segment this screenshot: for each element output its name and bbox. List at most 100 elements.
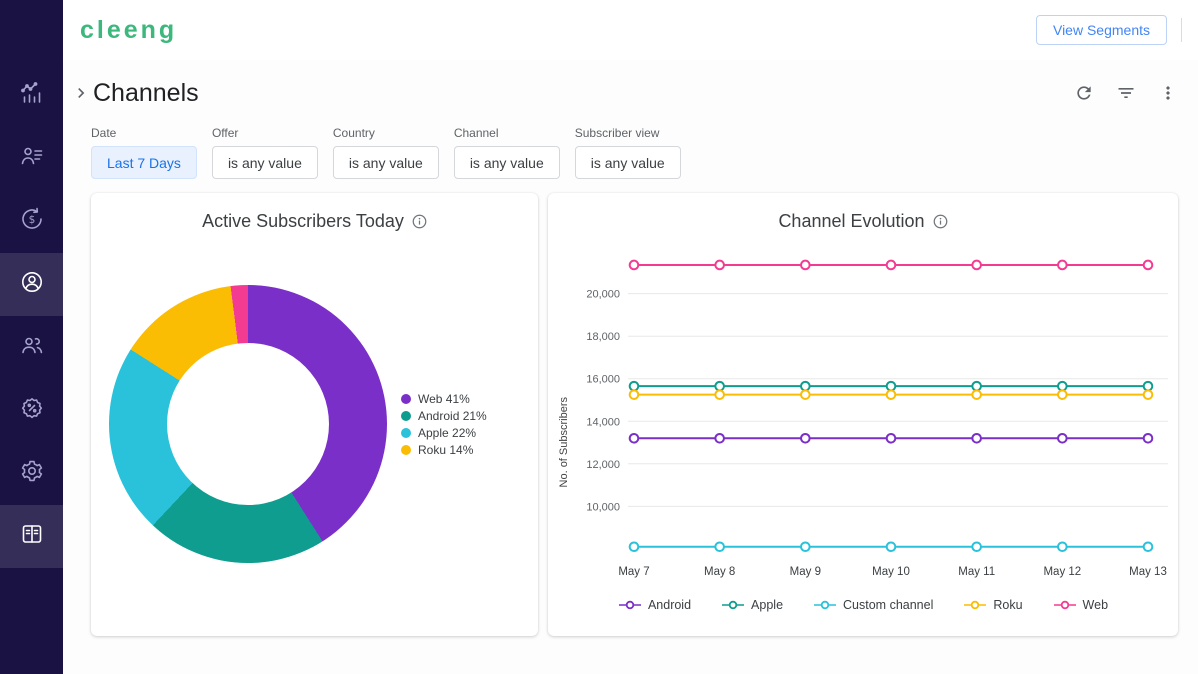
subscriber-list-icon <box>20 144 44 173</box>
filter-value-subscriber-view[interactable]: is any value <box>574 146 681 179</box>
legend-marker-icon <box>1053 600 1076 610</box>
gear-icon <box>20 459 44 488</box>
donut-card-title-row: Active Subscribers Today <box>91 209 538 233</box>
cleeng-logo: cleeng <box>80 15 178 44</box>
page-content: Channels Date Last 7 Days Offer is any valu… <box>63 60 1198 674</box>
svg-text:16,000: 16,000 <box>586 374 620 386</box>
filter-label-offer: Offer <box>211 126 239 140</box>
donut-hole <box>167 343 329 505</box>
filter-value-country[interactable]: is any value <box>332 146 439 179</box>
legend-marker-icon <box>618 600 641 610</box>
info-icon[interactable] <box>412 214 427 229</box>
svg-text:$: $ <box>28 214 35 226</box>
evolution-card-title: Channel Evolution <box>778 210 925 231</box>
donut-legend-label: Roku 14% <box>418 442 474 457</box>
sidebar-item-subscribers[interactable] <box>0 127 63 190</box>
filter-label-subscriber-view: Subscriber view <box>574 126 660 140</box>
refresh-icon[interactable] <box>1074 83 1094 103</box>
donut-legend-item-apple: Apple 22% <box>401 426 487 440</box>
info-icon[interactable] <box>933 214 948 229</box>
donut-wrap: Web 41% Android 21% Apple 22% Roku 14% <box>91 285 538 563</box>
cards-row: Active Subscribers Today Web 41% Android … <box>91 193 1178 636</box>
filter-country: Country is any value <box>332 126 439 179</box>
people-icon <box>20 333 44 362</box>
sidebar: $ <box>0 0 63 674</box>
book-icon <box>20 522 44 551</box>
sidebar-item-reports[interactable] <box>0 505 63 568</box>
legend-marker-icon <box>722 600 745 610</box>
sidebar-item-analytics[interactable] <box>0 64 63 127</box>
evolution-card-title-row: Channel Evolution <box>548 209 1178 233</box>
svg-text:May 10: May 10 <box>872 566 910 578</box>
legend-item-custom-channel[interactable]: Custom channel <box>813 598 933 612</box>
filter-value-channel[interactable]: is any value <box>453 146 560 179</box>
filter-date: Date Last 7 Days <box>91 126 197 179</box>
person-circle-icon <box>20 270 44 299</box>
chevron-right-icon[interactable] <box>71 83 91 103</box>
legend-label: Android <box>647 598 692 612</box>
legend-dot-icon <box>401 393 411 404</box>
svg-text:12,000: 12,000 <box>586 459 620 471</box>
legend-item-web[interactable]: Web <box>1053 598 1108 612</box>
donut-card-title: Active Subscribers Today <box>202 210 404 231</box>
svg-text:May 9: May 9 <box>790 566 821 578</box>
donut-legend-item-web: Web 41% <box>401 392 487 406</box>
topbar-divider <box>1181 18 1182 42</box>
y-axis-label: No. of Subscribers <box>558 397 570 488</box>
donut-legend-label: Android 21% <box>418 408 487 423</box>
filter-value-offer[interactable]: is any value <box>211 146 318 179</box>
filter-label-date: Date <box>91 126 117 140</box>
svg-text:18,000: 18,000 <box>586 331 620 343</box>
chart-icon <box>20 81 44 110</box>
svg-text:May 11: May 11 <box>958 566 995 578</box>
filter-offer: Offer is any value <box>211 126 318 179</box>
svg-text:May 8: May 8 <box>704 566 735 578</box>
filter-subscriber-view: Subscriber view is any value <box>574 126 681 179</box>
svg-text:May 12: May 12 <box>1043 566 1081 578</box>
donut-legend-label: Apple 22% <box>418 425 477 440</box>
sidebar-item-audience[interactable] <box>0 316 63 379</box>
donut-legend-item-roku: Roku 14% <box>401 443 487 457</box>
svg-text:20,000: 20,000 <box>586 289 620 301</box>
svg-text:10,000: 10,000 <box>586 501 620 513</box>
donut-legend: Web 41% Android 21% Apple 22% Roku 14% <box>401 389 487 460</box>
kebab-menu-icon[interactable] <box>1158 83 1178 103</box>
line-chart-area: No. of Subscribers 10,000 12,000 14,000 16,… <box>548 237 1178 594</box>
filter-label-channel: Channel <box>453 126 499 140</box>
sidebar-item-settings[interactable] <box>0 442 63 505</box>
donut-legend-item-android: Android 21% <box>401 409 487 423</box>
legend-label: Apple <box>751 598 784 612</box>
topbar: cleeng View Segments <box>63 0 1198 60</box>
sidebar-item-finance[interactable]: $ <box>0 190 63 253</box>
sidebar-item-active-subscribers[interactable] <box>0 253 63 316</box>
sidebar-item-coupons[interactable] <box>0 379 63 442</box>
svg-text:14,000: 14,000 <box>586 416 620 428</box>
view-segments-button[interactable]: View Segments <box>1035 15 1167 45</box>
filter-value-date[interactable]: Last 7 Days <box>91 146 197 179</box>
filter-label-country: Country <box>332 126 375 140</box>
channel-evolution-card: Channel Evolution No. of Subscribers 10,… <box>548 193 1178 636</box>
active-subscribers-card: Active Subscribers Today Web 41% Android … <box>91 193 538 636</box>
dollar-icon: $ <box>20 207 44 236</box>
line-legend: Android Apple Custom channel Roku Web <box>548 598 1178 612</box>
legend-item-android[interactable]: Android <box>618 598 691 612</box>
topbar-right: View Segments <box>1035 15 1182 45</box>
legend-dot-icon <box>401 410 411 421</box>
percent-badge-icon <box>20 396 44 425</box>
legend-label: Web <box>1082 598 1109 612</box>
legend-marker-icon <box>964 600 987 610</box>
donut-chart <box>109 285 387 563</box>
legend-label: Custom channel <box>843 598 934 612</box>
channel-evolution-chart: 10,000 12,000 14,000 16,000 18,000 20,000 May … <box>586 259 1168 578</box>
sidebar-top-spacer <box>0 0 63 64</box>
filter-bar: Date Last 7 Days Offer is any value Country i… <box>91 126 1178 179</box>
filter-channel: Channel is any value <box>453 126 560 179</box>
legend-item-roku[interactable]: Roku <box>963 598 1023 612</box>
legend-item-apple[interactable]: Apple <box>721 598 783 612</box>
title-row: Channels <box>71 76 1178 110</box>
main-area: cleeng View Segments Channels <box>63 0 1198 674</box>
svg-text:May 13: May 13 <box>1129 566 1167 578</box>
donut-legend-label: Web 41% <box>418 391 470 406</box>
filter-icon[interactable] <box>1116 83 1136 103</box>
